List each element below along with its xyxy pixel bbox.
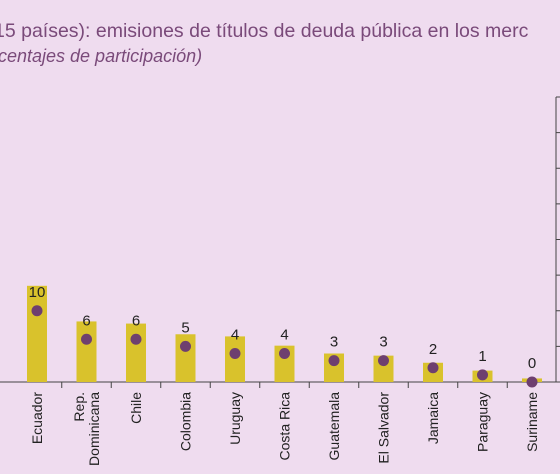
data-label: 0 xyxy=(528,355,536,372)
data-label: 3 xyxy=(379,334,387,351)
category-label-line: Chile xyxy=(128,392,144,424)
category-label: Ecuador xyxy=(29,392,45,444)
data-label: 3 xyxy=(330,334,338,351)
dot-marker xyxy=(328,355,340,367)
dot-marker xyxy=(229,348,241,359)
category-label: Rep. Dominicana xyxy=(71,392,102,466)
category-label-line: Jamaica xyxy=(425,392,441,444)
data-label: 5 xyxy=(181,319,189,336)
dot-marker xyxy=(279,348,290,359)
category-label: Chile xyxy=(128,392,144,424)
chart-title: 15 países): emisiones de títulos de deud… xyxy=(0,20,529,42)
data-label: 2 xyxy=(429,341,437,358)
category-label: Paraguay xyxy=(475,392,491,452)
dot-marker xyxy=(31,305,43,317)
data-label: 4 xyxy=(280,327,288,344)
category-label: Jamaica xyxy=(425,392,441,444)
data-label: 4 xyxy=(231,327,239,344)
category-label-line: Costa Rica xyxy=(277,392,293,461)
data-label: 6 xyxy=(132,312,140,329)
chart-subtitle: rcentajes de participación) xyxy=(0,46,203,66)
category-label-line: Suriname xyxy=(524,392,540,452)
data-label: 1 xyxy=(478,348,486,365)
category-label: Uruguay xyxy=(227,392,243,445)
bar xyxy=(225,336,245,382)
category-label: Suriname xyxy=(524,392,540,452)
data-label: 10 xyxy=(29,284,46,301)
category-label: Costa Rica xyxy=(277,392,293,461)
data-label: 6 xyxy=(82,312,90,329)
category-label-line: Guatemala xyxy=(326,392,342,461)
category-label-line: Dominicana xyxy=(86,392,102,466)
category-label-line: Ecuador xyxy=(29,392,45,444)
dot-marker xyxy=(378,355,389,367)
category-label-line: El Salvador xyxy=(376,392,392,464)
category-label: Colombia xyxy=(178,392,194,451)
bar xyxy=(76,321,97,382)
dot-marker xyxy=(130,333,142,345)
category-label-line: Paraguay xyxy=(475,392,491,452)
category-label-line: Colombia xyxy=(178,392,194,451)
dot-marker xyxy=(81,333,92,345)
category-label: Guatemala xyxy=(326,392,342,461)
category-label-line: Uruguay xyxy=(227,392,243,445)
category-label-line: Rep. xyxy=(71,392,87,422)
dot-marker xyxy=(526,376,538,388)
bar xyxy=(126,323,146,382)
dot-marker xyxy=(180,340,191,352)
dot-marker xyxy=(427,362,439,374)
dot-marker xyxy=(477,369,488,381)
category-label: El Salvador xyxy=(376,392,392,464)
